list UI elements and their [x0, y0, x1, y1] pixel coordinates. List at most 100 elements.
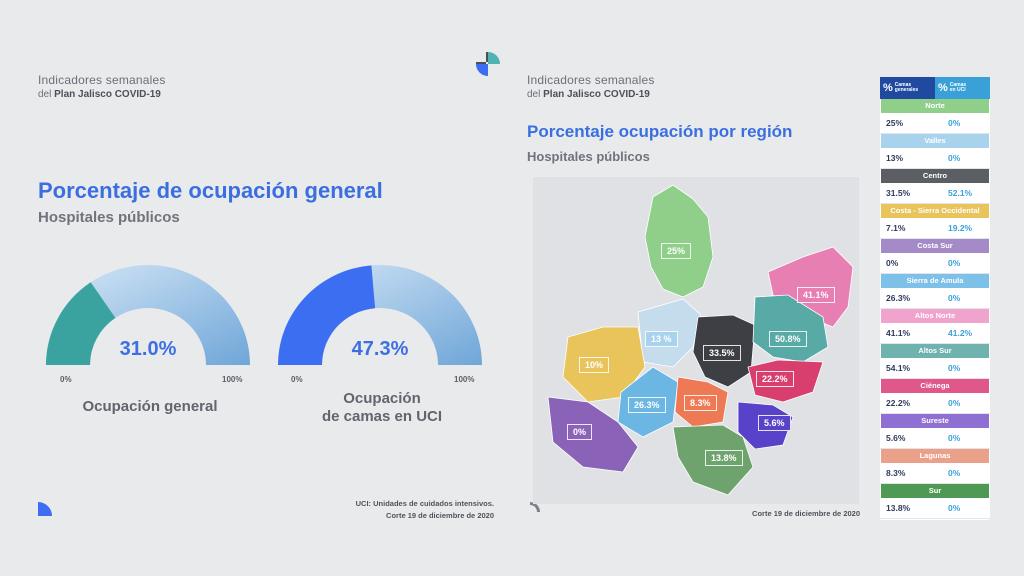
table-row: 54.1% 0% [880, 358, 990, 379]
gauge-uci-label: Ocupación de camas en UCI [280, 390, 484, 426]
table-header-general-label: Camas generales [894, 81, 918, 94]
table-row: 13.8% 0% [880, 498, 990, 519]
left-header-line2: del Plan Jalisco COVID-19 [38, 88, 161, 102]
table-header-uci: % Camas en UCI [935, 77, 990, 99]
table-cell-uci: 19.2% [948, 223, 973, 233]
left-footnote-line1: UCI: Unidades de cuidados intensivos. [355, 499, 494, 508]
table-row: 8.3% 0% [880, 463, 990, 484]
table-cell-general: 13% [886, 153, 904, 163]
left-footnote-line2: Corte 19 de diciembre de 2020 [386, 511, 494, 520]
gauge-uci [278, 265, 482, 367]
map-label-centro: 33.5% [703, 345, 741, 361]
table-cell-general: 26.3% [886, 293, 911, 303]
table-header-uci-label: Camas en UCI [949, 81, 967, 94]
gauge-general-label: Ocupación general [82, 398, 218, 415]
table-cell-general: 0% [886, 258, 899, 268]
left-header-prefix: del [38, 89, 55, 100]
gauge-general-track [46, 265, 250, 365]
right-header-line2: del Plan Jalisco COVID-19 [527, 88, 650, 102]
table-region-header: Costa - Sierra Occidental [881, 204, 989, 218]
table-region-header: Ciénega [881, 379, 989, 393]
table-cell-general: 7.1% [886, 223, 906, 233]
region-table: % Camas generales % Camas en UCI Norte 25% 0… [880, 77, 990, 520]
table-cell-uci: 0% [948, 433, 961, 443]
left-title: Porcentaje de ocupación general [38, 178, 383, 203]
map-label-valles: 13 % [645, 331, 678, 347]
gauge-uci-label-line1: Ocupación [343, 390, 421, 407]
table-cell-general: 31.5% [886, 188, 911, 198]
map-label-cienega: 22.2% [756, 371, 794, 387]
right-header-line1: Indicadores semanales [527, 73, 655, 87]
table-row: 31.5% 52.1% [880, 183, 990, 204]
gauge-general-value: 31.0% [119, 338, 177, 360]
header-uci-l1: Camas [949, 81, 967, 88]
right-header-bold: Plan Jalisco COVID-19 [543, 89, 650, 100]
table-row: 5.6% 0% [880, 428, 990, 449]
left-footnote: UCI: Unidades de cuidados intensivos. Co… [290, 498, 494, 522]
table-row: 25% 0% [880, 113, 990, 134]
gauge-general-min: 0% [60, 375, 72, 384]
map-label-altos-norte: 41.1% [797, 287, 835, 303]
table-region-header: Sur [881, 484, 989, 498]
table-cell-uci: 0% [948, 363, 961, 373]
map-label-norte: 25% [661, 243, 692, 259]
region-costa-sur-shape [547, 396, 639, 473]
table-region-header: Sierra de Amula [881, 274, 989, 288]
map-label-sureste: 5.6% [758, 415, 791, 431]
logo-mark [474, 50, 502, 78]
table-region-header: Valles [881, 134, 989, 148]
table-region-header: Centro [881, 169, 989, 183]
table-cell-general: 13.8% [886, 503, 911, 513]
table-region-header: Lagunas [881, 449, 989, 463]
table-cell-uci: 0% [948, 503, 961, 513]
gauge-uci-max: 100% [454, 375, 475, 384]
table-region-header: Norte [881, 99, 989, 113]
map-label-sur: 13.8% [705, 450, 743, 466]
left-subtitle: Hospitales públicos [38, 209, 180, 226]
gauge-uci-value: 47.3% [351, 338, 409, 360]
gauge-uci-fill [278, 265, 376, 365]
right-subtitle: Hospitales públicos [527, 149, 650, 164]
gauge-general-max: 100% [222, 375, 243, 384]
table-cell-general: 22.2% [886, 398, 911, 408]
table-cell-uci: 0% [948, 118, 961, 128]
table-region-header: Costa Sur [881, 239, 989, 253]
table-row: 13% 0% [880, 148, 990, 169]
map-label-lagunas: 8.3% [684, 395, 717, 411]
gauge-general [46, 265, 250, 367]
table-row: 41.1% 41.2% [880, 323, 990, 344]
region-map: 25% 41.1% 13 % 33.5% 50.8% 10% 22.2% 26.… [533, 177, 859, 504]
table-region-header: Altos Norte [881, 309, 989, 323]
table-region-header: Sureste [881, 414, 989, 428]
right-header-prefix: del [527, 89, 544, 100]
table-row: 22.2% 0% [880, 393, 990, 414]
table-cell-general: 25% [886, 118, 904, 128]
table-row: 26.3% 0% [880, 288, 990, 309]
table-body: Norte 25% 0% Valles 13% 0% Centro 31.5% 52.1% Cos… [880, 99, 990, 519]
map-label-sierra-amula: 26.3% [628, 397, 666, 413]
table-row: 0% 0% [880, 253, 990, 274]
percent-symbol-uci: % [938, 82, 948, 94]
gauge-general-fill [46, 282, 116, 365]
table-cell-general: 41.1% [886, 328, 911, 338]
table-cell-general: 5.6% [886, 433, 906, 443]
gauge-uci-min: 0% [291, 375, 303, 384]
corner-mark-left [38, 502, 52, 516]
table-cell-uci: 0% [948, 293, 961, 303]
map-label-altos-sur: 50.8% [769, 331, 807, 347]
map-label-costa-sierra: 10% [579, 357, 610, 373]
table-cell-uci: 52.1% [948, 188, 973, 198]
table-cell-uci: 0% [948, 398, 961, 408]
table-cell-general: 54.1% [886, 363, 911, 373]
header-general-l1: Camas [894, 81, 912, 88]
gauge-uci-label-line2: de camas en UCI [321, 408, 443, 425]
region-norte-shape [644, 184, 714, 298]
table-cell-uci: 0% [948, 153, 961, 163]
header-uci-l2: en UCI [949, 87, 966, 93]
table-cell-uci: 41.2% [948, 328, 973, 338]
map-footnote: Corte 19 de diciembre de 2020 [752, 509, 860, 518]
table-cell-uci: 0% [948, 468, 961, 478]
left-header-line1: Indicadores semanales [38, 73, 166, 87]
left-header-bold: Plan Jalisco COVID-19 [54, 89, 161, 100]
table-header-general: % Camas generales [880, 77, 935, 99]
